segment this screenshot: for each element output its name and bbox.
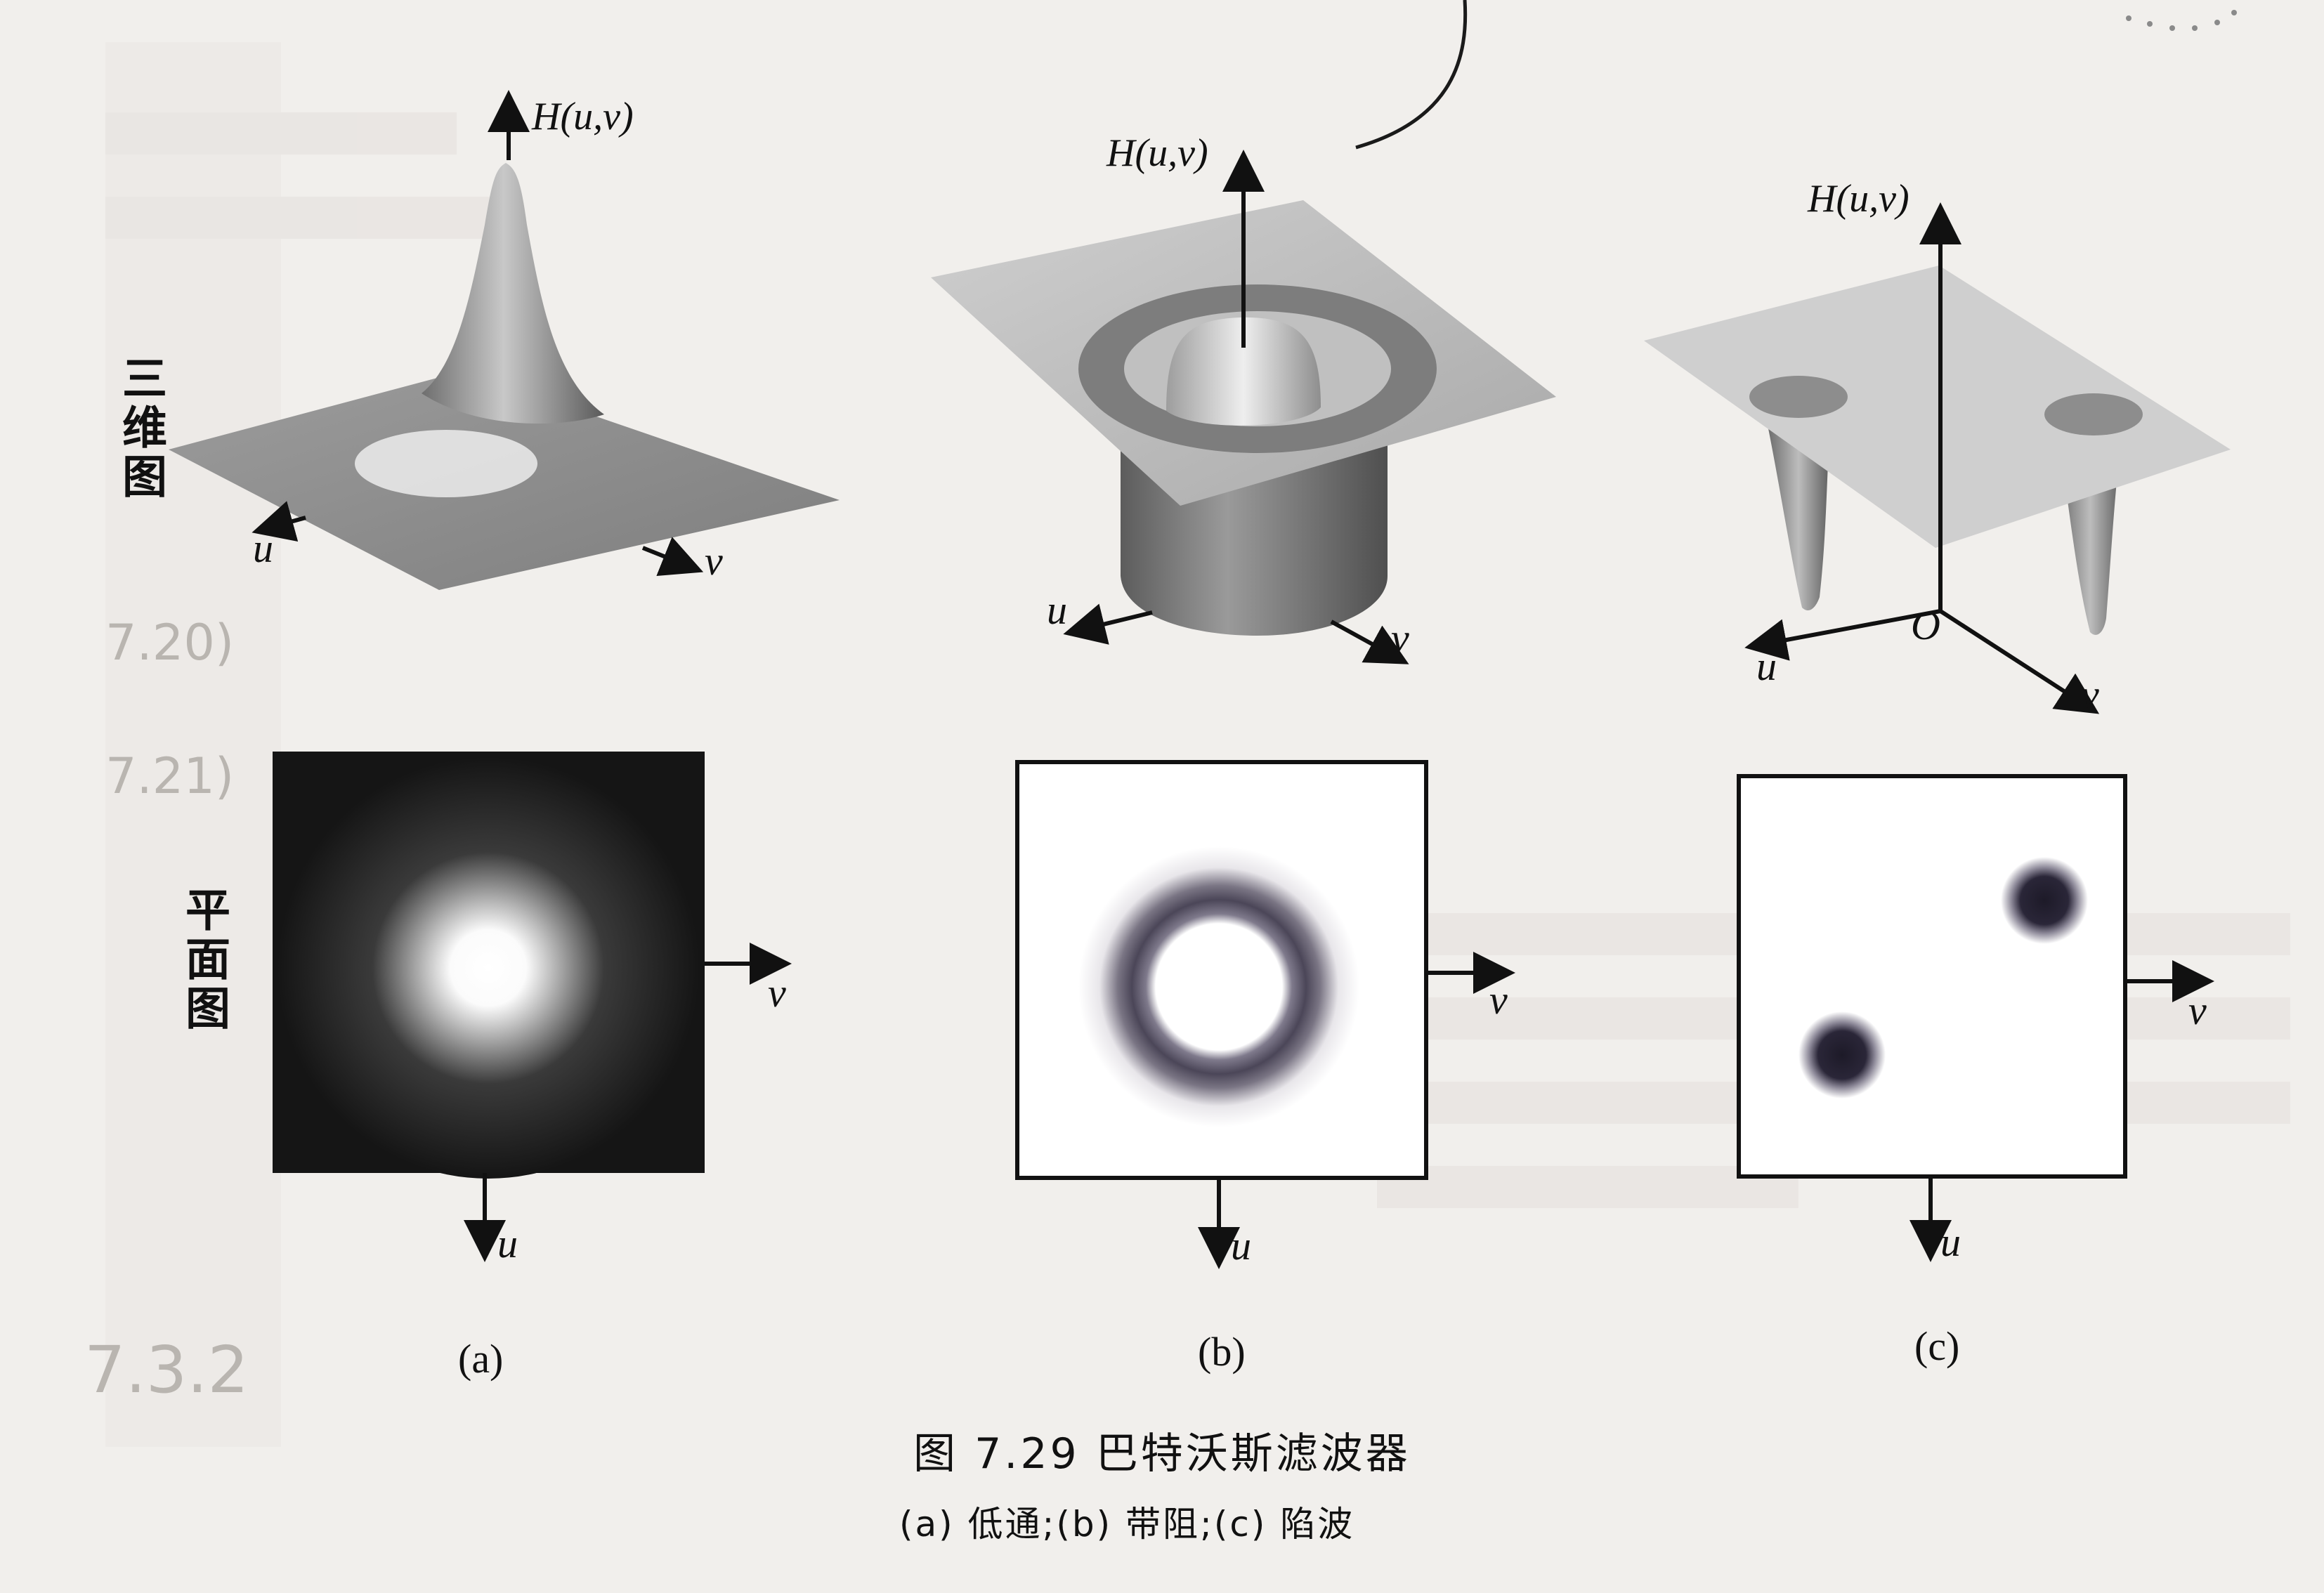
panel-b-plane-u-label: u — [1231, 1226, 1251, 1266]
panel-c-origin-label: O — [1911, 605, 1940, 646]
panel-b-sub-label: (b) — [1198, 1332, 1246, 1372]
panel-c-u-label: u — [1756, 646, 1777, 687]
panel-a-plane-glow — [278, 757, 699, 1179]
panel-a-u-label: u — [253, 528, 273, 569]
panel-c-plane-field — [1739, 776, 2125, 1176]
bg-eq-ref-1: 7.20) — [105, 618, 234, 667]
pen-mark — [1356, 0, 1465, 148]
panel-a-v-axis — [643, 548, 696, 569]
page-stamp — [2126, 10, 2237, 31]
panel-c-plate — [1644, 266, 2231, 548]
panel-c-plane-dot-bottom — [1799, 1011, 1886, 1099]
panel-b-3d — [931, 158, 1556, 660]
bg-eq-ref-2: 7.21) — [105, 752, 234, 801]
panel-c-dip-left — [1749, 376, 1848, 418]
row-label-3d: 三维图 — [118, 355, 163, 502]
panel-b-h-label: H(u,v) — [1106, 133, 1208, 173]
panel-c-plane-u-label: u — [1940, 1222, 1961, 1263]
row-label-plane: 平面图 — [181, 886, 226, 1034]
panel-c-dip-right — [2044, 393, 2143, 435]
panel-c-v-axis — [1940, 611, 2092, 709]
panel-b-plane-v-label: v — [1489, 980, 1508, 1021]
panel-a-plane — [273, 752, 783, 1254]
panel-a-h-label: H(u,v) — [532, 97, 634, 136]
panel-b-u-label: u — [1047, 590, 1067, 631]
panel-c-h-label: H(u,v) — [1808, 179, 1910, 218]
panel-b-plane-ring — [1078, 846, 1359, 1127]
panel-c-sub-label: (c) — [1914, 1326, 1959, 1367]
panel-c-plane-dot-top — [2001, 857, 2088, 944]
figure-caption-subtitle: (a) 低通;(b) 带阻;(c) 陷波 — [899, 1507, 1354, 1542]
panel-a-sub-label: (a) — [458, 1339, 503, 1379]
panel-c-plane-v-label: v — [2188, 990, 2207, 1031]
panel-a-v-label: v — [705, 541, 723, 582]
bg-heading: 7.3.2 — [84, 1338, 249, 1403]
panel-a-glow — [355, 430, 537, 497]
panel-b-v-label: v — [1391, 618, 1409, 659]
panel-c-v-label: v — [2081, 674, 2099, 715]
panel-b-u-axis — [1071, 612, 1152, 632]
panel-a-plane-v-label: v — [768, 973, 786, 1014]
panel-a-plane-u-label: u — [497, 1224, 518, 1264]
figure-caption-title: 图 7.29 巴特沃斯滤波器 — [913, 1433, 1411, 1475]
